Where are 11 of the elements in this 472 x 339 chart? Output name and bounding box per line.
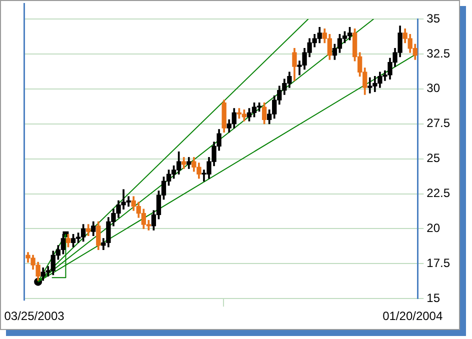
y-tick-label: 25 [426,151,440,166]
y-tick-label: 30 [426,81,440,96]
y-tick-label: 35 [426,11,440,26]
y-tick-label: 32.5 [426,46,450,60]
y-tick-label: 22.5 [426,186,450,200]
y-tick-label: 15 [426,290,440,305]
x-tick-label: 01/20/2004 [382,309,443,324]
x-tick-label: 03/25/2003 [4,309,65,324]
y-tick-label: 17.5 [426,256,450,270]
y-tick-label: 27.5 [426,116,450,130]
y-tick-label: 20 [426,221,440,236]
